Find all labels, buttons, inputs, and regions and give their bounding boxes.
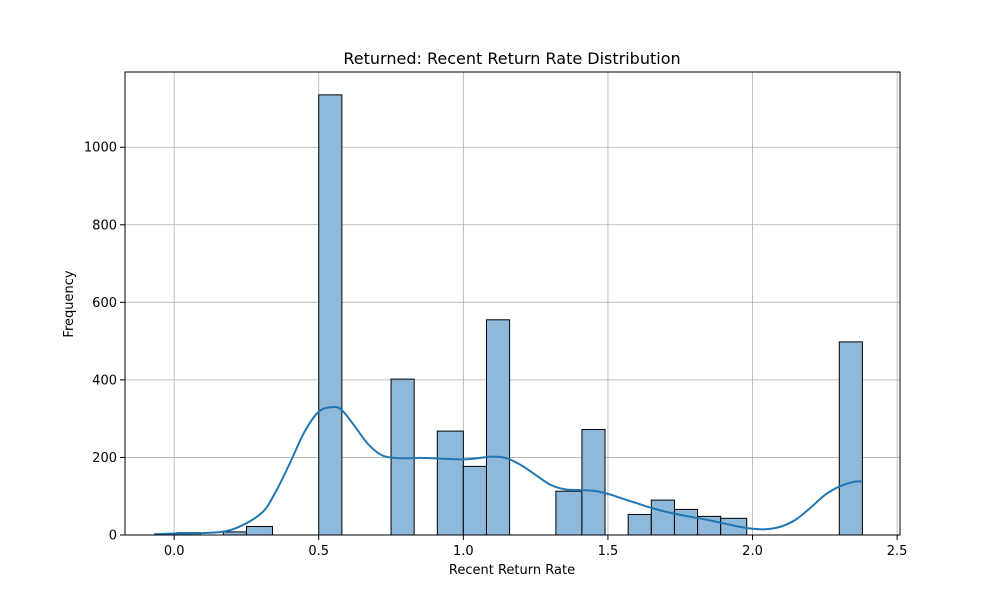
histogram-bar: [318, 94, 343, 536]
x-tick-label: 1.0: [453, 544, 474, 559]
y-tick-label: 200: [92, 451, 117, 466]
x-tick-label: 2.5: [887, 544, 908, 559]
x-tick-label: 0.0: [164, 544, 185, 559]
histogram-bar: [627, 513, 652, 536]
histogram-bar: [581, 429, 606, 536]
histogram-bar: [485, 319, 511, 536]
kde-curve: [153, 405, 863, 536]
histogram-bar: [555, 490, 583, 536]
histogram-bar: [245, 525, 273, 536]
histogram-bar: [838, 341, 863, 536]
kde-line: [153, 405, 863, 536]
x-axis: 0.0 0.5 1.0 1.5 2.0 2.5: [164, 535, 908, 559]
y-tick-label: 400: [92, 373, 117, 388]
y-axis-label: Frequency: [62, 270, 77, 337]
x-axis-label: Recent Return Rate: [449, 563, 575, 578]
y-tick-label: 600: [92, 296, 117, 311]
y-tick-label: 1000: [84, 141, 117, 156]
histogram-bar: [650, 499, 675, 536]
x-tick-label: 2.0: [742, 544, 763, 559]
chart-title: Returned: Recent Return Rate Distributio…: [343, 49, 680, 68]
y-tick-label: 0: [109, 529, 117, 544]
histogram-bar: [673, 508, 699, 536]
y-tick-label: 800: [92, 218, 117, 233]
x-tick-label: 0.5: [308, 544, 329, 559]
histogram-bar: [436, 430, 464, 536]
plot-area-frame: [124, 71, 901, 536]
x-tick-label: 1.5: [598, 544, 619, 559]
histogram-bar: [462, 465, 487, 536]
y-axis: 0 200 400 600 800 1000: [84, 141, 125, 544]
